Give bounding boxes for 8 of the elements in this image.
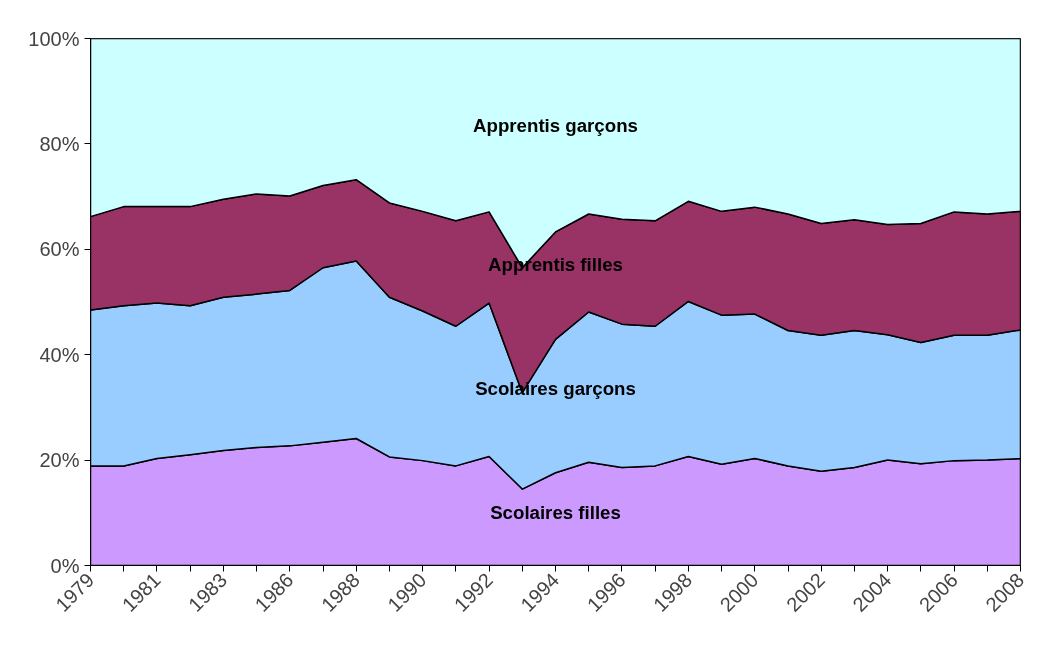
y-tick-label: 100%: [28, 27, 80, 50]
series-label: Scolaires filles: [490, 502, 621, 524]
y-tick-label: 40%: [39, 343, 80, 366]
y-tick-label: 80%: [39, 132, 80, 155]
y-tick-label: 0%: [50, 554, 80, 577]
y-tick-label: 20%: [39, 449, 80, 472]
y-tick-label: 60%: [39, 238, 80, 261]
series-label: Apprentis garçons: [473, 114, 638, 136]
